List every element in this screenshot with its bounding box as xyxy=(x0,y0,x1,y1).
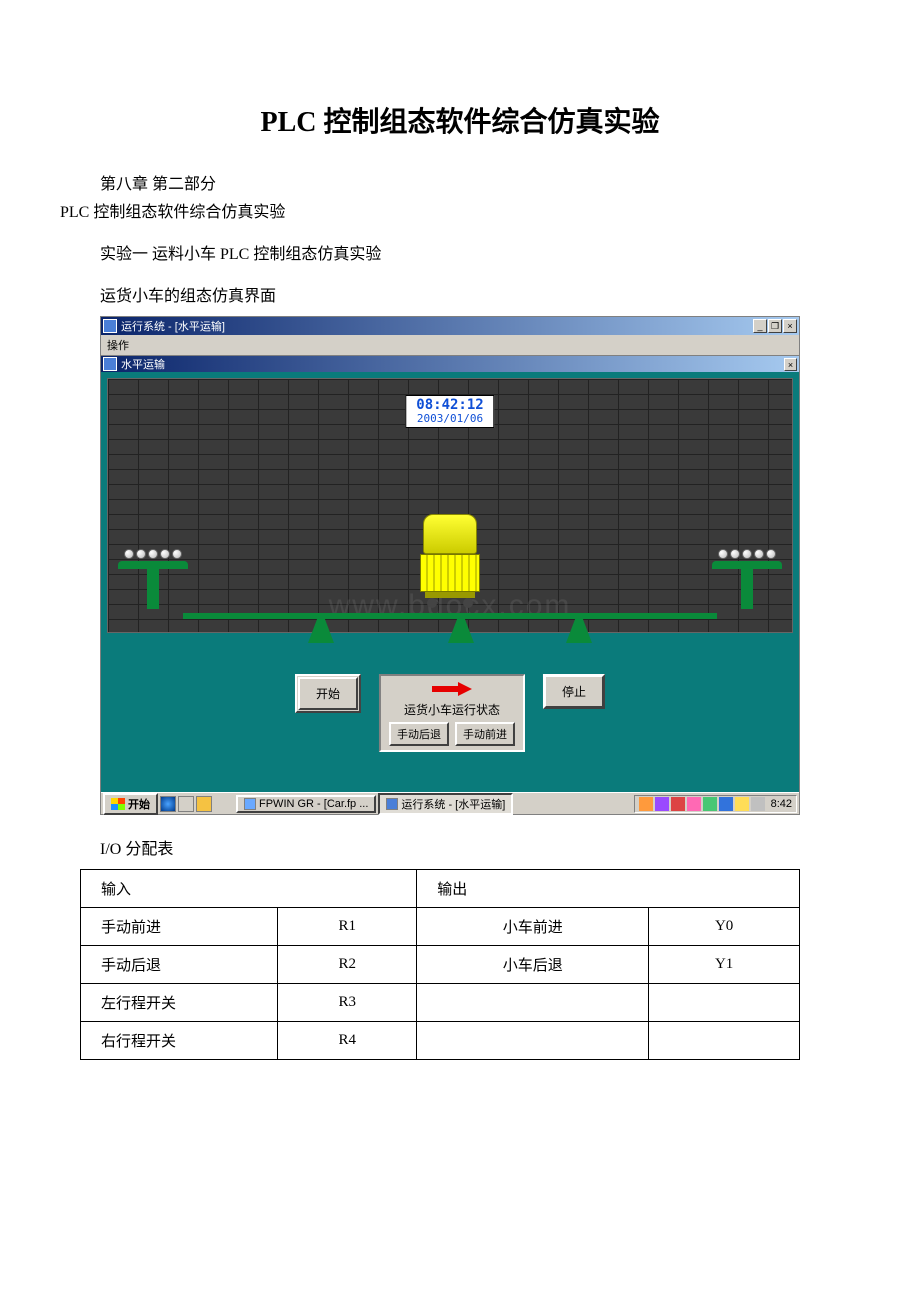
left-station xyxy=(118,549,188,609)
tray-clock: 8:42 xyxy=(771,798,792,810)
control-panel: 开始 运货小车运行状态 手动后退 手动前进 停止 xyxy=(295,674,605,752)
io-output-header: 输出 xyxy=(417,870,800,908)
table-row: 左行程开关 R3 xyxy=(81,984,800,1022)
io-cell: Y1 xyxy=(649,946,800,984)
subwindow-icon xyxy=(103,357,117,371)
io-allocation-table: 输入 输出 手动前进 R1 小车前进 Y0 手动后退 R2 小车后退 Y1 左行… xyxy=(80,869,800,1060)
subwindow-titlebar: 水平运输 × xyxy=(101,356,799,372)
table-row: 手动前进 R1 小车前进 Y0 xyxy=(81,908,800,946)
io-cell: R2 xyxy=(278,946,417,984)
stop-button[interactable]: 停止 xyxy=(543,674,605,709)
quicklaunch-outlook-icon[interactable] xyxy=(196,796,212,812)
io-cell xyxy=(417,984,649,1022)
io-cell: 小车后退 xyxy=(417,946,649,984)
taskbar-item-fpwin[interactable]: FPWIN GR - [Car.fp ... xyxy=(236,795,376,813)
brick-wall: 08:42:12 2003/01/06 www.bdocx.com xyxy=(107,378,793,633)
clock-display: 08:42:12 2003/01/06 xyxy=(405,395,494,428)
taskbar-item-label: 运行系统 - [水平运输] xyxy=(401,796,505,812)
subwindow-title: 水平运输 xyxy=(121,356,784,372)
window-title: 运行系统 - [水平运输] xyxy=(121,318,753,334)
windows-flag-icon xyxy=(111,798,125,810)
tray-icon[interactable] xyxy=(687,797,701,811)
table-row: 右行程开关 R4 xyxy=(81,1022,800,1060)
io-cell: R4 xyxy=(278,1022,417,1060)
io-input-header: 输入 xyxy=(81,870,417,908)
cargo-cart xyxy=(420,514,480,608)
clock-date: 2003/01/06 xyxy=(416,413,483,425)
rail-support xyxy=(308,619,334,643)
maximize-button[interactable]: ❐ xyxy=(768,319,782,333)
io-cell xyxy=(649,1022,800,1060)
io-table-caption: I/O 分配表 xyxy=(100,835,860,859)
rail-support xyxy=(448,619,474,643)
screenshot-caption: 运货小车的组态仿真界面 xyxy=(100,282,860,306)
table-header-row: 输入 输出 xyxy=(81,870,800,908)
io-cell: 右行程开关 xyxy=(81,1022,278,1060)
io-cell: 小车前进 xyxy=(417,908,649,946)
io-cell: 手动前进 xyxy=(81,908,278,946)
direction-arrow-icon xyxy=(432,682,472,699)
taskbar-item-label: FPWIN GR - [Car.fp ... xyxy=(259,798,368,810)
table-row: 手动后退 R2 小车后退 Y1 xyxy=(81,946,800,984)
subwindow-close-button[interactable]: × xyxy=(784,358,797,371)
io-cell xyxy=(417,1022,649,1060)
system-tray: 8:42 xyxy=(634,795,797,813)
chapter-line: 第八章 第二部分 xyxy=(100,170,860,194)
tray-icon[interactable] xyxy=(751,797,765,811)
tray-icon[interactable] xyxy=(671,797,685,811)
manual-forward-button[interactable]: 手动前进 xyxy=(455,722,515,746)
taskbar-item-runtime[interactable]: 运行系统 - [水平运输] xyxy=(378,793,513,815)
manual-back-button[interactable]: 手动后退 xyxy=(389,722,449,746)
clock-time: 08:42:12 xyxy=(416,398,483,413)
right-station xyxy=(712,549,782,609)
io-cell: R1 xyxy=(278,908,417,946)
tray-icon[interactable] xyxy=(735,797,749,811)
fpwin-icon xyxy=(244,798,256,810)
runtime-icon xyxy=(386,798,398,810)
document-title: PLC 控制组态软件综合仿真实验 xyxy=(60,100,860,140)
io-cell xyxy=(649,984,800,1022)
io-cell: 左行程开关 xyxy=(81,984,278,1022)
rail-support xyxy=(566,619,592,643)
section-line: 实验一 运料小车 PLC 控制组态仿真实验 xyxy=(100,240,860,264)
tray-icon[interactable] xyxy=(703,797,717,811)
simulation-canvas: 08:42:12 2003/01/06 www.bdocx.com xyxy=(101,372,799,792)
quicklaunch-ie-icon[interactable] xyxy=(160,796,176,812)
tray-icon[interactable] xyxy=(655,797,669,811)
screenshot-window: 运行系统 - [水平运输] _ ❐ × 操作 水平运输 × 08:42:12 2… xyxy=(100,316,800,815)
io-cell: 手动后退 xyxy=(81,946,278,984)
start-button[interactable]: 开始 xyxy=(295,674,361,713)
app-icon xyxy=(103,319,117,333)
io-cell: R3 xyxy=(278,984,417,1022)
minimize-button[interactable]: _ xyxy=(753,319,767,333)
status-panel: 运货小车运行状态 手动后退 手动前进 xyxy=(379,674,525,752)
window-titlebar: 运行系统 - [水平运输] _ ❐ × xyxy=(101,317,799,335)
menu-bar[interactable]: 操作 xyxy=(101,335,799,356)
rail-track xyxy=(183,613,717,619)
quicklaunch-desktop-icon[interactable] xyxy=(178,796,194,812)
close-button[interactable]: × xyxy=(783,319,797,333)
tray-icon[interactable] xyxy=(719,797,733,811)
start-label: 开始 xyxy=(128,796,150,812)
subtitle-line: PLC 控制组态软件综合仿真实验 xyxy=(60,198,860,222)
status-label: 运货小车运行状态 xyxy=(389,701,515,718)
start-menu-button[interactable]: 开始 xyxy=(103,793,158,815)
taskbar: 开始 FPWIN GR - [Car.fp ... 运行系统 - [水平运输] … xyxy=(101,792,799,814)
io-cell: Y0 xyxy=(649,908,800,946)
tray-icon[interactable] xyxy=(639,797,653,811)
